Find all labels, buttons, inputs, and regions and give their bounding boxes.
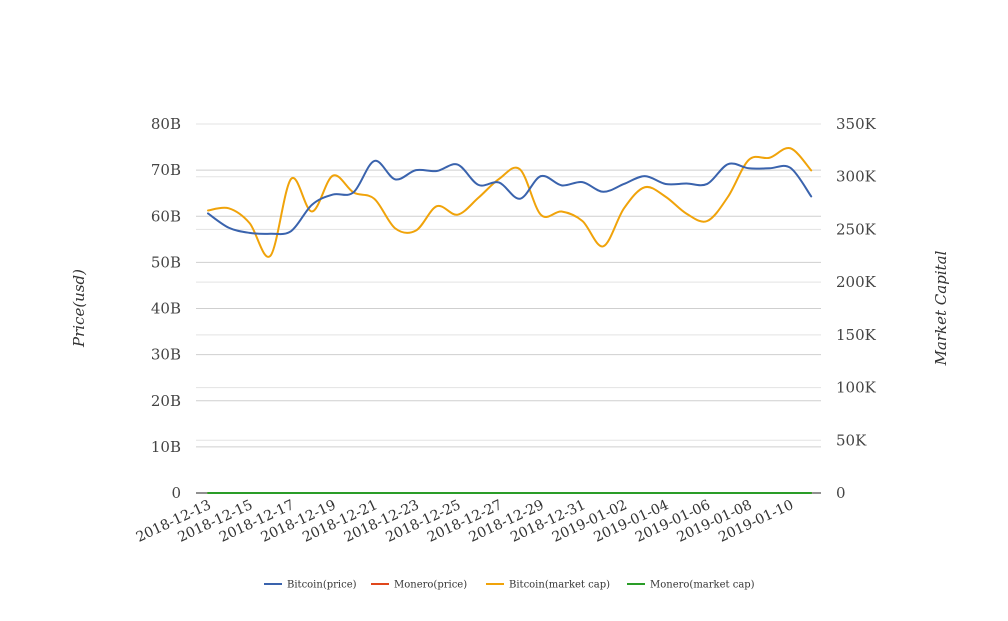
y-right-tick-label: 100K (836, 379, 877, 397)
legend-label: Bitcoin(price) (287, 580, 357, 591)
y-right-tick-label: 0 (836, 484, 846, 502)
y-axis-left: 0 10B 20B 30B 40B 50B 60B 70B 80B (151, 115, 181, 502)
series-line-bitcoin-market-cap (207, 146, 813, 258)
legend-item-monero-price[interactable]: Monero(price) (371, 580, 467, 591)
y-right-tick-label: 300K (836, 168, 877, 186)
legend-item-bitcoin-market-cap[interactable]: Bitcoin(market cap) (486, 580, 610, 591)
series-lines (207, 146, 813, 495)
series-line-bitcoin-price (207, 159, 813, 236)
y-left-tick-label: 0 (171, 484, 181, 502)
legend-label: Monero(market cap) (650, 580, 755, 591)
y-axis-right-title: Market Capital (932, 250, 950, 366)
y-left-tick-label: 60B (151, 207, 181, 225)
gridlines (196, 123, 821, 448)
y-right-tick-label: 150K (836, 326, 877, 344)
y-left-tick-label: 40B (151, 300, 181, 318)
legend-item-bitcoin-price[interactable]: Bitcoin(price) (264, 580, 357, 591)
y-left-tick-label: 80B (151, 115, 181, 133)
legend-item-monero-market-cap[interactable]: Monero(market cap) (627, 580, 755, 591)
y-axis-left-title: Price(usd) (70, 269, 88, 348)
legend-label: Bitcoin(market cap) (509, 580, 610, 591)
y-right-tick-label: 50K (836, 431, 867, 449)
y-axis-right: 0 50K 100K 150K 200K 250K 300K 350K (836, 115, 877, 502)
y-left-tick-label: 50B (151, 253, 181, 271)
y-right-tick-label: 250K (836, 220, 877, 238)
y-left-tick-label: 20B (151, 392, 181, 410)
legend-label: Monero(price) (394, 580, 467, 591)
y-left-tick-label: 30B (151, 346, 181, 364)
x-axis: 2018-12-132018-12-152018-12-172018-12-19… (134, 497, 796, 546)
y-left-tick-label: 70B (151, 161, 181, 179)
y-right-tick-label: 350K (836, 115, 877, 133)
y-right-tick-label: 200K (836, 273, 877, 291)
y-left-tick-label: 10B (151, 438, 181, 456)
legend[interactable]: Bitcoin(price) Monero(price) Bitcoin(marke… (264, 580, 755, 591)
